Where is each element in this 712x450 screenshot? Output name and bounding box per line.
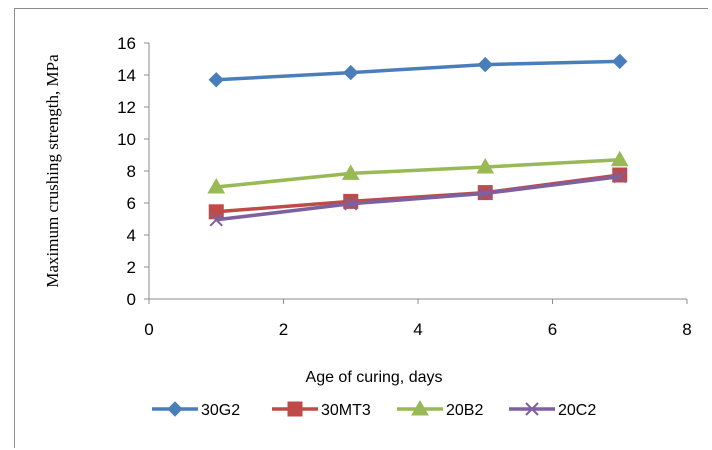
legend-label: 30MT3 <box>321 402 371 419</box>
series-layer <box>207 53 629 227</box>
legend-item: 30MT3 <box>272 401 371 419</box>
y-tick-label: 10 <box>117 130 136 149</box>
data-point <box>613 169 627 184</box>
data-point <box>208 204 224 220</box>
data-point <box>209 213 223 227</box>
legend-marker <box>525 402 539 416</box>
y-tick-label: 8 <box>127 162 136 181</box>
legend-label: 20C2 <box>558 402 596 419</box>
x-tick-label: 6 <box>548 320 557 339</box>
series-30mt3 <box>208 167 628 220</box>
series-20c2 <box>209 169 627 227</box>
data-point <box>207 177 226 194</box>
data-point <box>208 72 224 88</box>
legend-item: 20C2 <box>509 402 596 419</box>
series-20b2 <box>207 150 629 194</box>
x-tick-label: 2 <box>279 320 288 339</box>
legend-label: 20B2 <box>446 402 483 419</box>
x-tick-label: 8 <box>682 320 691 339</box>
series-30g2 <box>208 53 628 88</box>
y-axis-title: Maximum crushing strength, MPa <box>43 54 62 288</box>
data-point <box>476 157 495 174</box>
legend-label: 30G2 <box>201 402 240 419</box>
y-tick-label: 0 <box>127 290 136 309</box>
data-point <box>612 167 628 183</box>
series-line <box>216 158 620 189</box>
y-tick-label: 4 <box>127 226 136 245</box>
data-point <box>344 197 358 211</box>
y-tick-label: 6 <box>127 194 136 213</box>
legend-item: 20B2 <box>397 399 483 419</box>
x-tick-label: 0 <box>144 320 153 339</box>
legend-marker <box>167 401 183 417</box>
data-point <box>612 53 628 70</box>
series-line <box>216 174 620 222</box>
chart-frame <box>14 8 708 448</box>
data-point <box>610 150 629 167</box>
x-axis-title: Age of curing, days <box>306 369 443 386</box>
legend-item: 30G2 <box>152 401 240 419</box>
data-point <box>343 193 359 209</box>
data-point <box>343 64 359 81</box>
x-tick-label: 4 <box>413 320 422 339</box>
data-point <box>341 164 360 180</box>
axes: 0 2 4 6 8 10 12 14 16 0 2 4 6 8 <box>117 34 692 339</box>
y-tick-label: 14 <box>117 66 136 85</box>
data-point <box>477 56 493 73</box>
y-tick-label: 12 <box>117 98 136 117</box>
data-point <box>478 186 492 201</box>
legend-marker <box>411 399 429 416</box>
legend: 30G2 30MT3 20B2 20C2 <box>152 399 596 419</box>
legend-marker <box>287 401 303 417</box>
series-line <box>216 59 620 82</box>
y-tick-label: 16 <box>117 34 136 53</box>
y-tick-label: 2 <box>127 258 136 277</box>
